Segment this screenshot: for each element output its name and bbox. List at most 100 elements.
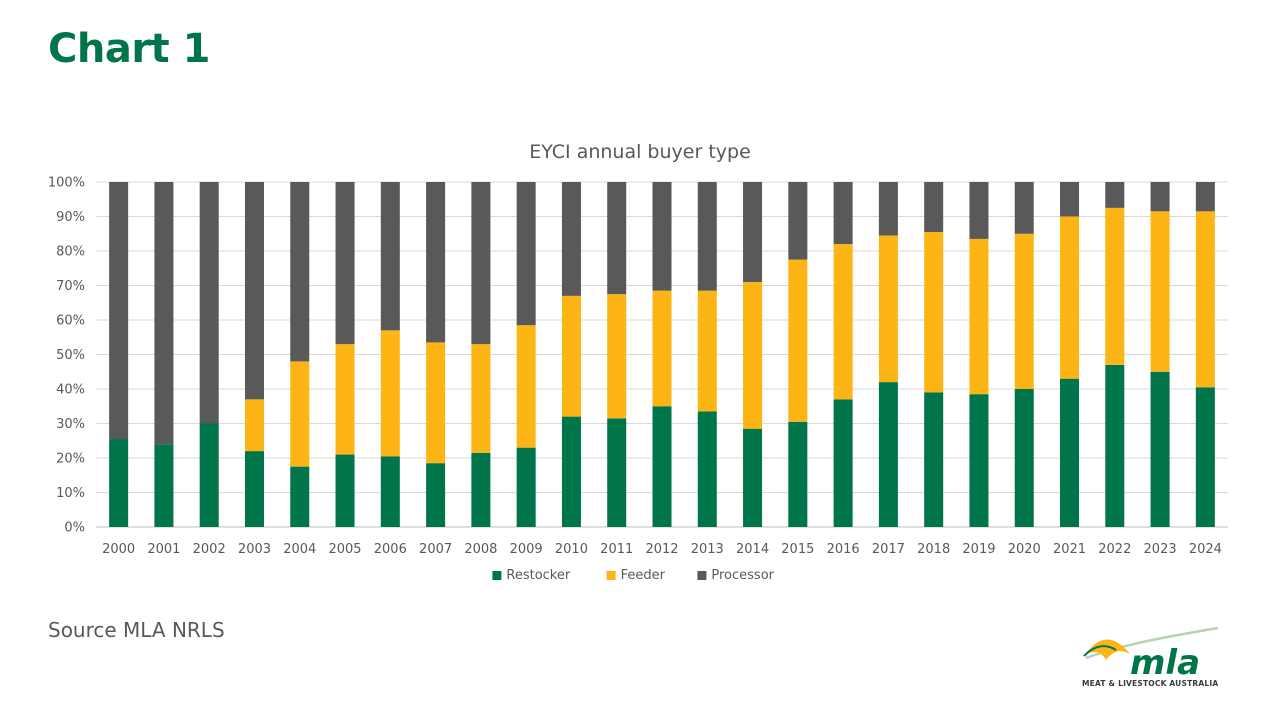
legend-swatch-processor [697,571,707,580]
x-tick-label: 2013 [691,542,724,557]
bar-processor-2018 [924,182,944,233]
bar-restocker-2023 [1150,371,1170,527]
bar-feeder-2013 [697,290,717,412]
x-tick-label: 2006 [374,542,407,557]
bar-processor-2002 [199,182,219,424]
y-tick-label: 20% [56,452,85,467]
bar-restocker-2004 [290,466,310,527]
logo-sun-arc [1083,645,1117,657]
bar-restocker-2007 [426,463,446,527]
bars [109,182,1215,527]
y-tick-label: 0% [64,521,85,536]
x-tick-label: 2005 [328,542,361,557]
bar-feeder-2012 [652,290,672,407]
y-tick-label: 80% [56,245,85,260]
bar-processor-2021 [1060,182,1080,217]
bar-feeder-2006 [380,330,400,457]
x-tick-label: 2012 [645,542,678,557]
y-tick-label: 50% [56,348,85,363]
bar-feeder-2021 [1060,216,1080,379]
x-tick-label: 2007 [419,542,452,557]
bar-restocker-2003 [244,451,264,527]
bar-processor-2009 [516,182,536,326]
logo-swoosh [1085,626,1219,660]
bar-processor-2001 [154,182,174,445]
bar-processor-2019 [969,182,989,239]
x-tick-label: 2024 [1189,542,1222,557]
bar-processor-2013 [697,182,717,291]
chart-title: EYCI annual buyer type [529,141,751,163]
bar-processor-2023 [1150,182,1170,212]
y-tick-label: 60% [56,314,85,329]
bar-feeder-2022 [1105,207,1125,365]
stacked-bar-chart: EYCI annual buyer type 0% 10% 20% 30% 40% 50%… [48,141,1228,583]
y-tick-label: 40% [56,383,85,398]
bar-feeder-2019 [969,238,989,395]
bar-processor-2010 [561,182,581,296]
bar-feeder-2005 [335,344,355,455]
bar-processor-2020 [1014,182,1034,234]
bar-restocker-2008 [471,452,491,527]
x-tick-label: 2002 [193,542,226,557]
bar-feeder-2003 [244,399,264,452]
x-tick-label: 2000 [102,542,135,557]
bar-restocker-2001 [154,444,174,527]
x-tick-label: 2001 [147,542,180,557]
y-tick-label: 10% [56,486,85,501]
bar-restocker-2011 [607,418,627,527]
bar-processor-2008 [471,182,491,345]
x-tick-label: 2003 [238,542,271,557]
legend-swatch-restocker [492,571,502,580]
bar-restocker-2021 [1060,378,1080,527]
bar-restocker-2018 [924,392,944,527]
bar-feeder-2011 [607,294,627,419]
bar-feeder-2007 [426,342,446,464]
bar-processor-2012 [652,182,672,291]
mla-logo: mla [1083,626,1219,683]
y-tick-label: 30% [56,417,85,432]
x-tick-label: 2004 [283,542,316,557]
bar-feeder-2008 [471,344,491,453]
bar-restocker-2024 [1195,387,1215,527]
bar-feeder-2023 [1150,211,1170,372]
bar-restocker-2022 [1105,364,1125,527]
bar-restocker-2013 [697,411,717,527]
x-tick-label: 2010 [555,542,588,557]
bar-processor-2022 [1105,182,1125,208]
bar-processor-2024 [1195,182,1215,212]
x-tick-label: 2020 [1008,542,1041,557]
bar-processor-2006 [380,182,400,331]
bar-processor-2015 [788,182,808,260]
bar-feeder-2018 [924,232,944,393]
source-note: Source MLA NRLS [48,618,225,642]
bar-feeder-2009 [516,325,536,448]
bar-feeder-2016 [833,244,853,400]
x-tick-label: 2009 [510,542,543,557]
bar-restocker-2020 [1014,389,1034,527]
x-tick-label: 2022 [1098,542,1131,557]
logo-sun-icon [1084,639,1130,660]
x-tick-label: 2016 [827,542,860,557]
axes: 0% 10% 20% 30% 40% 50% 60% 70% 80% 90% 100% 2000 200… [48,176,1222,558]
bar-processor-2017 [878,182,898,236]
bar-feeder-2020 [1014,233,1034,389]
legend: Restocker Feeder Processor [492,568,775,583]
y-tick-label: 70% [56,279,85,294]
bar-feeder-2024 [1195,211,1215,388]
bar-feeder-2015 [788,259,808,422]
legend-swatch-feeder [606,571,616,580]
bar-feeder-2010 [561,295,581,417]
x-tick-label: 2008 [464,542,497,557]
bar-restocker-2010 [561,416,581,527]
x-tick-label: 2014 [736,542,769,557]
bar-feeder-2014 [743,282,763,429]
bar-processor-2011 [607,182,627,295]
bar-processor-2007 [426,182,446,343]
bar-feeder-2004 [290,361,310,467]
x-tick-label: 2017 [872,542,905,557]
bar-restocker-2015 [788,421,808,527]
bar-restocker-2005 [335,454,355,527]
x-tick-label: 2018 [917,542,950,557]
bar-processor-2016 [833,182,853,245]
